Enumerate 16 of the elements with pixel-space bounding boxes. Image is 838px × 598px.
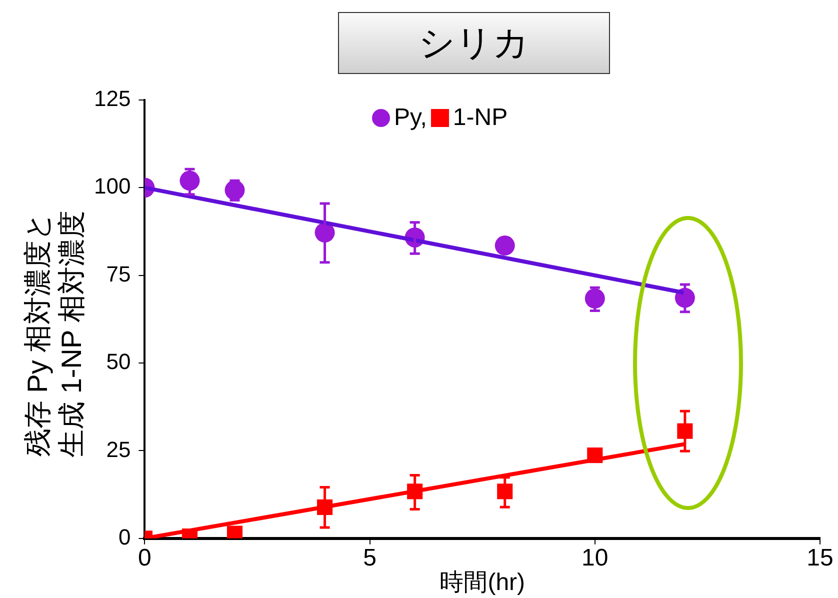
y-tick-label: 75	[106, 261, 131, 286]
x-tick-label: 0	[138, 544, 152, 572]
x-tick-label: 15	[806, 544, 834, 572]
y-tick-label: 25	[106, 436, 131, 462]
legend-label: Py,	[394, 104, 427, 132]
x-tick-label: 10	[582, 544, 608, 572]
x-tick-label: 5	[363, 544, 376, 572]
y-tick-label: 0	[118, 524, 131, 550]
y-tick-label: 100	[94, 174, 131, 199]
y-tick-label: 50	[106, 349, 131, 374]
y-axis-title: 残存 Py 相対濃度と生成 1-NP 相対濃度	[21, 210, 88, 460]
y-tick-label: 125	[94, 86, 131, 112]
legend-label: 1-NP	[452, 104, 508, 132]
point	[494, 236, 515, 256]
x-axis-title: 時間(hr)	[440, 569, 526, 596]
chart-title: シリカ	[338, 12, 610, 74]
